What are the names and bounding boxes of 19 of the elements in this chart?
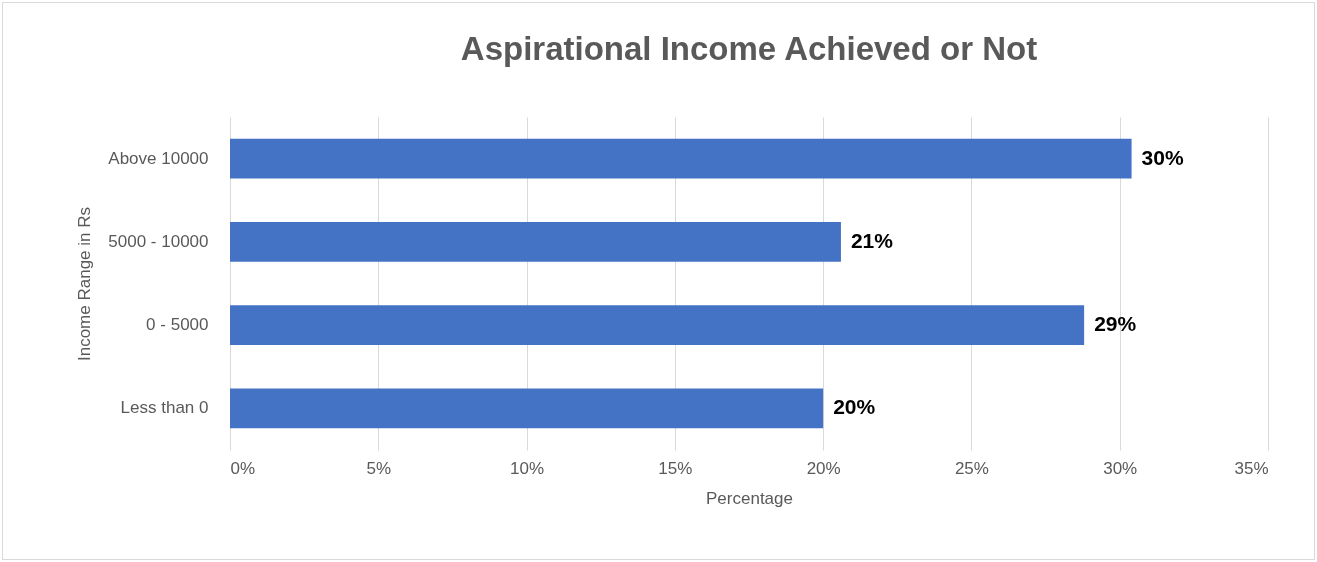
y-tick-label: 0 - 5000 [146, 315, 209, 335]
x-tick-label: 25% [954, 458, 989, 478]
y-tick-label: Less than 0 [120, 398, 209, 418]
x-tick-label: 15% [658, 458, 693, 478]
y-tick-label: Above 10000 [108, 148, 209, 168]
x-tick-label: 0% [230, 458, 256, 478]
chart-title: Aspirational Income Achieved or Not [460, 30, 1038, 67]
y-axis-title: Income Range in Rs [75, 206, 95, 362]
x-axis-title: Percentage [706, 488, 793, 508]
x-tick-label: 10% [510, 458, 545, 478]
y-tick-label: 5000 - 10000 [108, 231, 209, 251]
data-label: 30% [1141, 145, 1184, 169]
x-tick-label: 20% [806, 458, 841, 478]
x-tick-label: 5% [366, 458, 392, 478]
data-label: 21% [850, 228, 894, 252]
data-label: 20% [833, 395, 876, 419]
x-tick-label: 35% [1234, 458, 1269, 478]
data-label: 29% [1094, 312, 1137, 336]
x-tick-label: 30% [1103, 458, 1138, 478]
